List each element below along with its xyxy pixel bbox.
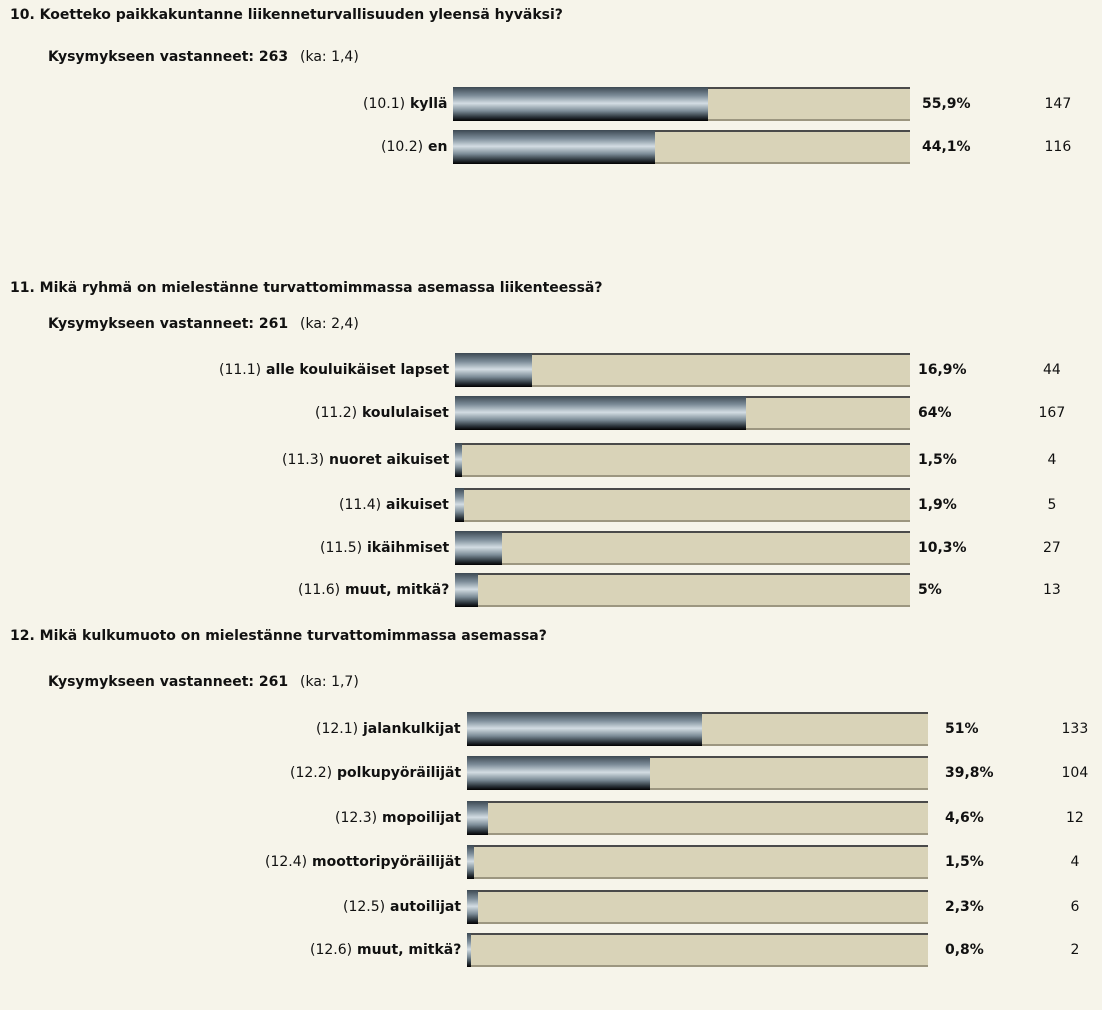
question-title: 12. Mikä kulkumuoto on mielestänne turva…: [10, 628, 547, 644]
count: 167: [1038, 405, 1066, 421]
question-title: 11. Mikä ryhmä on mielestänne turvattomi…: [10, 280, 603, 296]
percent-label: 39,8%: [945, 765, 994, 781]
count: 6: [1070, 899, 1080, 915]
option-code: (10.1): [363, 96, 406, 112]
count: 147: [1044, 96, 1072, 112]
bar: [467, 890, 478, 924]
percent-label: 64%: [918, 405, 952, 421]
percent-label: 51%: [945, 721, 979, 737]
count: 4: [1047, 452, 1057, 468]
option-code: (12.2): [290, 765, 333, 781]
bar: [453, 130, 655, 164]
count: 116: [1044, 139, 1072, 155]
option-label: ikäihmiset: [367, 540, 450, 556]
percent-label: 0,8%: [945, 942, 984, 958]
option-label: en: [428, 139, 448, 155]
count: 104: [1061, 765, 1089, 781]
bar-track: [467, 933, 928, 967]
count: 13: [1043, 582, 1061, 598]
bar-track: [455, 443, 910, 477]
respondents: Kysymykseen vastanneet: 263: [48, 49, 289, 65]
option-code: (12.3): [335, 810, 378, 826]
option-code: (10.2): [381, 139, 424, 155]
count: 12: [1066, 810, 1084, 826]
bar: [467, 933, 471, 967]
percent-label: 1,5%: [918, 452, 957, 468]
percent-label: 10,3%: [918, 540, 967, 556]
bar-track: [455, 488, 910, 522]
option-code: (11.2): [315, 405, 358, 421]
option-label: aikuiset: [386, 497, 449, 513]
question-title: 10. Koetteko paikkakuntanne liikenneturv…: [10, 7, 563, 23]
mean: (ka: 2,4): [300, 316, 359, 332]
bar: [453, 87, 709, 121]
percent-label: 4,6%: [945, 810, 984, 826]
count: 5: [1047, 497, 1057, 513]
mean: (ka: 1,4): [300, 49, 359, 65]
bar: [467, 756, 651, 790]
option-label: koululaiset: [362, 405, 449, 421]
option-label: kyllä: [410, 96, 448, 112]
bar: [467, 712, 703, 746]
respondents: Kysymykseen vastanneet: 261: [48, 316, 289, 332]
bar-track: [455, 573, 910, 607]
percent-label: 1,5%: [945, 854, 984, 870]
bar: [455, 531, 502, 565]
option-code: (11.5): [320, 540, 363, 556]
bar-track: [467, 845, 928, 879]
option-code: (11.6): [298, 582, 341, 598]
option-code: (11.1): [219, 362, 262, 378]
bar: [467, 845, 474, 879]
bar-track: [455, 531, 910, 565]
count: 2: [1070, 942, 1080, 958]
count: 44: [1043, 362, 1061, 378]
option-label: polkupyöräilijät: [337, 765, 462, 781]
bar: [467, 801, 489, 835]
percent-label: 55,9%: [922, 96, 971, 112]
option-code: (12.1): [316, 721, 359, 737]
option-label: nuoret aikuiset: [329, 452, 450, 468]
bar-track: [467, 890, 928, 924]
option-label: alle kouluikäiset lapset: [266, 362, 450, 378]
percent-label: 44,1%: [922, 139, 971, 155]
percent-label: 2,3%: [945, 899, 984, 915]
count: 133: [1061, 721, 1089, 737]
percent-label: 5%: [918, 582, 942, 598]
bar: [455, 573, 478, 607]
mean: (ka: 1,7): [300, 674, 359, 690]
option-label: muut, mitkä?: [357, 942, 462, 958]
option-label: mopoilijat: [382, 810, 462, 826]
option-code: (11.3): [282, 452, 325, 468]
bar: [455, 353, 532, 387]
count: 27: [1043, 540, 1061, 556]
percent-label: 1,9%: [918, 497, 957, 513]
option-code: (12.4): [265, 854, 308, 870]
bar-track: [467, 801, 928, 835]
option-label: autoilijat: [390, 899, 462, 915]
option-code: (12.5): [343, 899, 386, 915]
bar: [455, 443, 462, 477]
option-label: jalankulkijat: [363, 721, 461, 737]
count: 4: [1070, 854, 1080, 870]
bar: [455, 488, 464, 522]
option-label: moottoripyöräilijät: [312, 854, 461, 870]
respondents: Kysymykseen vastanneet: 261: [48, 674, 289, 690]
bar: [455, 396, 747, 430]
option-label: muut, mitkä?: [345, 582, 450, 598]
option-code: (12.6): [310, 942, 353, 958]
option-code: (11.4): [339, 497, 382, 513]
percent-label: 16,9%: [918, 362, 967, 378]
